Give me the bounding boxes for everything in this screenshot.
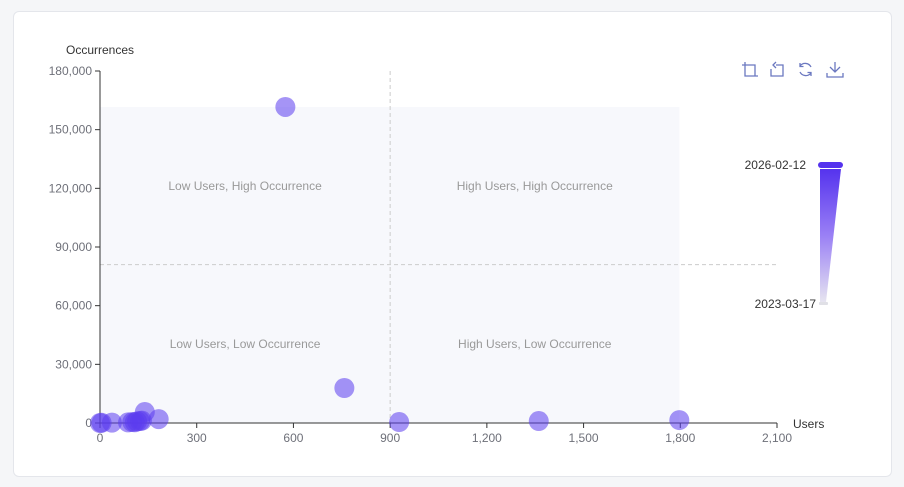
data-point[interactable] xyxy=(148,409,169,430)
data-point[interactable] xyxy=(389,412,410,433)
quadrant-label: Low Users, High Occurrence xyxy=(168,179,322,193)
data-point[interactable] xyxy=(275,96,296,117)
quadrant-lines xyxy=(100,71,777,423)
y-tick-label: 30,000 xyxy=(55,357,92,371)
x-tick-label: 1,500 xyxy=(569,431,599,445)
data-point[interactable] xyxy=(334,377,355,398)
y-axis-label: Occurrences xyxy=(66,43,134,57)
zoom-icon[interactable]: Zoom xyxy=(742,62,758,77)
quadrant-labels: Low Users, High Occurrence High Users, Hi… xyxy=(168,179,613,351)
axes: 0 30,000 60,000 90,000 120,000 150,000 180,000… xyxy=(49,64,793,445)
y-tick-label: 60,000 xyxy=(55,299,92,313)
zoom-reset-icon[interactable]: Zoom Reset xyxy=(770,61,784,77)
data-point[interactable] xyxy=(669,410,690,431)
y-tick-label: 0 xyxy=(85,416,92,430)
x-tick-label: 900 xyxy=(380,431,400,445)
x-axis-label: Users xyxy=(793,417,824,431)
visual-map-top-handle[interactable] xyxy=(818,162,843,168)
visual-map-max-label: 2026-02-12 xyxy=(745,158,807,172)
y-tick-label: 150,000 xyxy=(49,123,93,137)
data-points xyxy=(90,96,690,433)
visual-map-min-label: 2023-03-17 xyxy=(755,297,817,311)
quadrant-label: High Users, High Occurrence xyxy=(457,179,613,193)
quadrant-label: High Users, Low Occurrence xyxy=(458,337,612,351)
data-point[interactable] xyxy=(528,411,549,432)
y-tick-label: 180,000 xyxy=(49,64,93,78)
save-image-icon[interactable]: Save as Image xyxy=(826,62,844,78)
restore-icon[interactable]: Restore xyxy=(799,62,812,77)
x-tick-label: 1,200 xyxy=(472,431,502,445)
x-tick-label: 2,100 xyxy=(762,431,792,445)
y-tick-label: 120,000 xyxy=(49,181,93,195)
x-tick-label: 1,800 xyxy=(665,431,695,445)
quadrant-label: Low Users, Low Occurrence xyxy=(170,337,321,351)
data-point[interactable] xyxy=(101,412,122,433)
visual-map[interactable]: 2026-02-12 2023-03-17 xyxy=(745,158,843,311)
visual-map-bottom-handle[interactable] xyxy=(819,302,828,305)
y-tick-label: 90,000 xyxy=(55,240,92,254)
x-tick-label: 0 xyxy=(97,431,104,445)
x-tick-label: 300 xyxy=(187,431,207,445)
x-tick-label: 600 xyxy=(283,431,303,445)
